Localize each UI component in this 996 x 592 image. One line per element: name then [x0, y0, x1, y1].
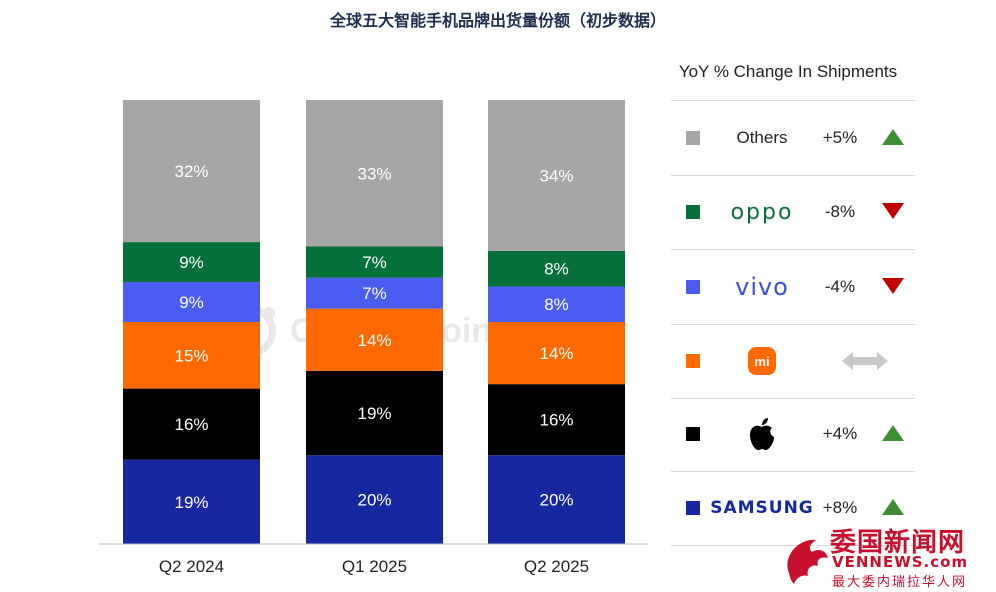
down-triangle-icon	[882, 203, 904, 219]
data-label-oppo-2: 7%	[362, 253, 387, 272]
data-label-others-2: 33%	[357, 164, 391, 183]
site-name: 委国新闻网	[830, 528, 966, 558]
data-label-vivo-1: 9%	[179, 293, 204, 312]
trend-indicator-samsung	[881, 498, 905, 521]
yoy-change-oppo: -8%	[824, 202, 856, 221]
bar-apple-1	[123, 388, 260, 460]
up-triangle-icon	[882, 425, 904, 441]
bar-apple-3	[488, 384, 625, 456]
trend-indicator-oppo	[881, 202, 905, 225]
brand-logo-samsung: SAMSUNG	[710, 498, 814, 518]
brand-logo-others: Others	[736, 128, 788, 147]
up-triangle-icon	[882, 499, 904, 515]
legend-swatch-samsung	[686, 501, 700, 515]
x-tick-label-3: Q2 2025	[524, 557, 589, 576]
dragon-icon	[787, 539, 828, 584]
data-label-vivo-3: 8%	[544, 295, 569, 314]
legend-separator	[671, 545, 915, 546]
data-label-others-1: 32%	[174, 162, 208, 181]
bar-others-1	[123, 100, 260, 243]
trend-indicator-mi	[842, 351, 888, 376]
legend-separator	[671, 175, 915, 176]
legend-swatch-oppo	[686, 205, 700, 219]
yoy-change-apple: +4%	[822, 424, 858, 443]
site-tagline: 最大委内瑞拉华人网	[832, 575, 968, 590]
data-label-oppo-1: 9%	[179, 253, 204, 272]
double-arrow-icon	[842, 352, 888, 370]
trend-indicator-others	[881, 128, 905, 151]
legend-title: YoY % Change In Shipments	[678, 62, 898, 81]
brand-logo-vivo: vivo	[735, 273, 789, 301]
bar-samsung-2	[306, 455, 443, 544]
up-triangle-icon	[882, 129, 904, 145]
bar-vivo-3	[488, 286, 625, 322]
data-label-apple-1: 16%	[174, 415, 208, 434]
data-label-vivo-2: 7%	[362, 284, 387, 303]
data-label-samsung-2: 20%	[357, 491, 391, 510]
bar-apple-2	[306, 370, 443, 456]
brand-logo-mi: mi	[710, 343, 814, 379]
bar-xiaomi-1	[123, 322, 260, 389]
xiaomi-logo-icon: mi	[748, 347, 776, 375]
x-tick-label-1: Q2 2024	[159, 557, 224, 576]
data-label-xiaomi-1: 15%	[174, 346, 208, 365]
chart-title: 全球五大智能手机品牌出货量份额（初步数据）	[329, 11, 666, 30]
legend-swatch-vivo	[686, 280, 700, 294]
bar-xiaomi-2	[306, 308, 443, 371]
down-triangle-icon	[882, 278, 904, 294]
site-domain: VENNEWS.com	[832, 553, 969, 571]
trend-indicator-apple	[881, 424, 905, 447]
legend-separator	[671, 398, 915, 399]
bar-others-2	[306, 100, 443, 247]
data-label-xiaomi-2: 14%	[357, 331, 391, 350]
legend-separator	[671, 249, 915, 250]
yoy-change-samsung: +8%	[822, 498, 858, 517]
bar-vivo-2	[306, 277, 443, 309]
bar-xiaomi-3	[488, 322, 625, 385]
yoy-change-vivo: -4%	[824, 277, 856, 296]
data-label-oppo-3: 8%	[544, 260, 569, 279]
legend-swatch-others	[686, 131, 700, 145]
data-label-others-3: 34%	[539, 166, 573, 185]
apple-logo-icon	[750, 418, 774, 450]
trend-indicator-vivo	[881, 277, 905, 300]
bar-oppo-1	[123, 242, 260, 283]
legend-separator	[671, 471, 915, 472]
legend-separator	[671, 100, 915, 101]
bar-oppo-3	[488, 250, 625, 287]
data-label-samsung-1: 19%	[174, 493, 208, 512]
legend-separator	[671, 324, 915, 325]
data-label-samsung-3: 20%	[539, 491, 573, 510]
yoy-change-others: +5%	[822, 128, 858, 147]
bar-vivo-1	[123, 282, 260, 322]
brand-logo-oppo: oppo	[730, 199, 794, 225]
data-label-xiaomi-3: 14%	[539, 344, 573, 363]
legend-swatch-mi	[686, 354, 700, 368]
bar-samsung-3	[488, 455, 625, 544]
data-label-apple-2: 19%	[357, 404, 391, 423]
bar-samsung-1	[123, 459, 260, 544]
bar-oppo-2	[306, 246, 443, 278]
data-label-apple-3: 16%	[539, 411, 573, 430]
bar-others-3	[488, 100, 625, 251]
brand-logo-apple	[710, 416, 814, 452]
legend-swatch-apple	[686, 427, 700, 441]
x-tick-label-2: Q1 2025	[342, 557, 407, 576]
vennews-logo: 委国新闻网 VENNEWS.com 最大委内瑞拉华人网	[782, 522, 996, 592]
